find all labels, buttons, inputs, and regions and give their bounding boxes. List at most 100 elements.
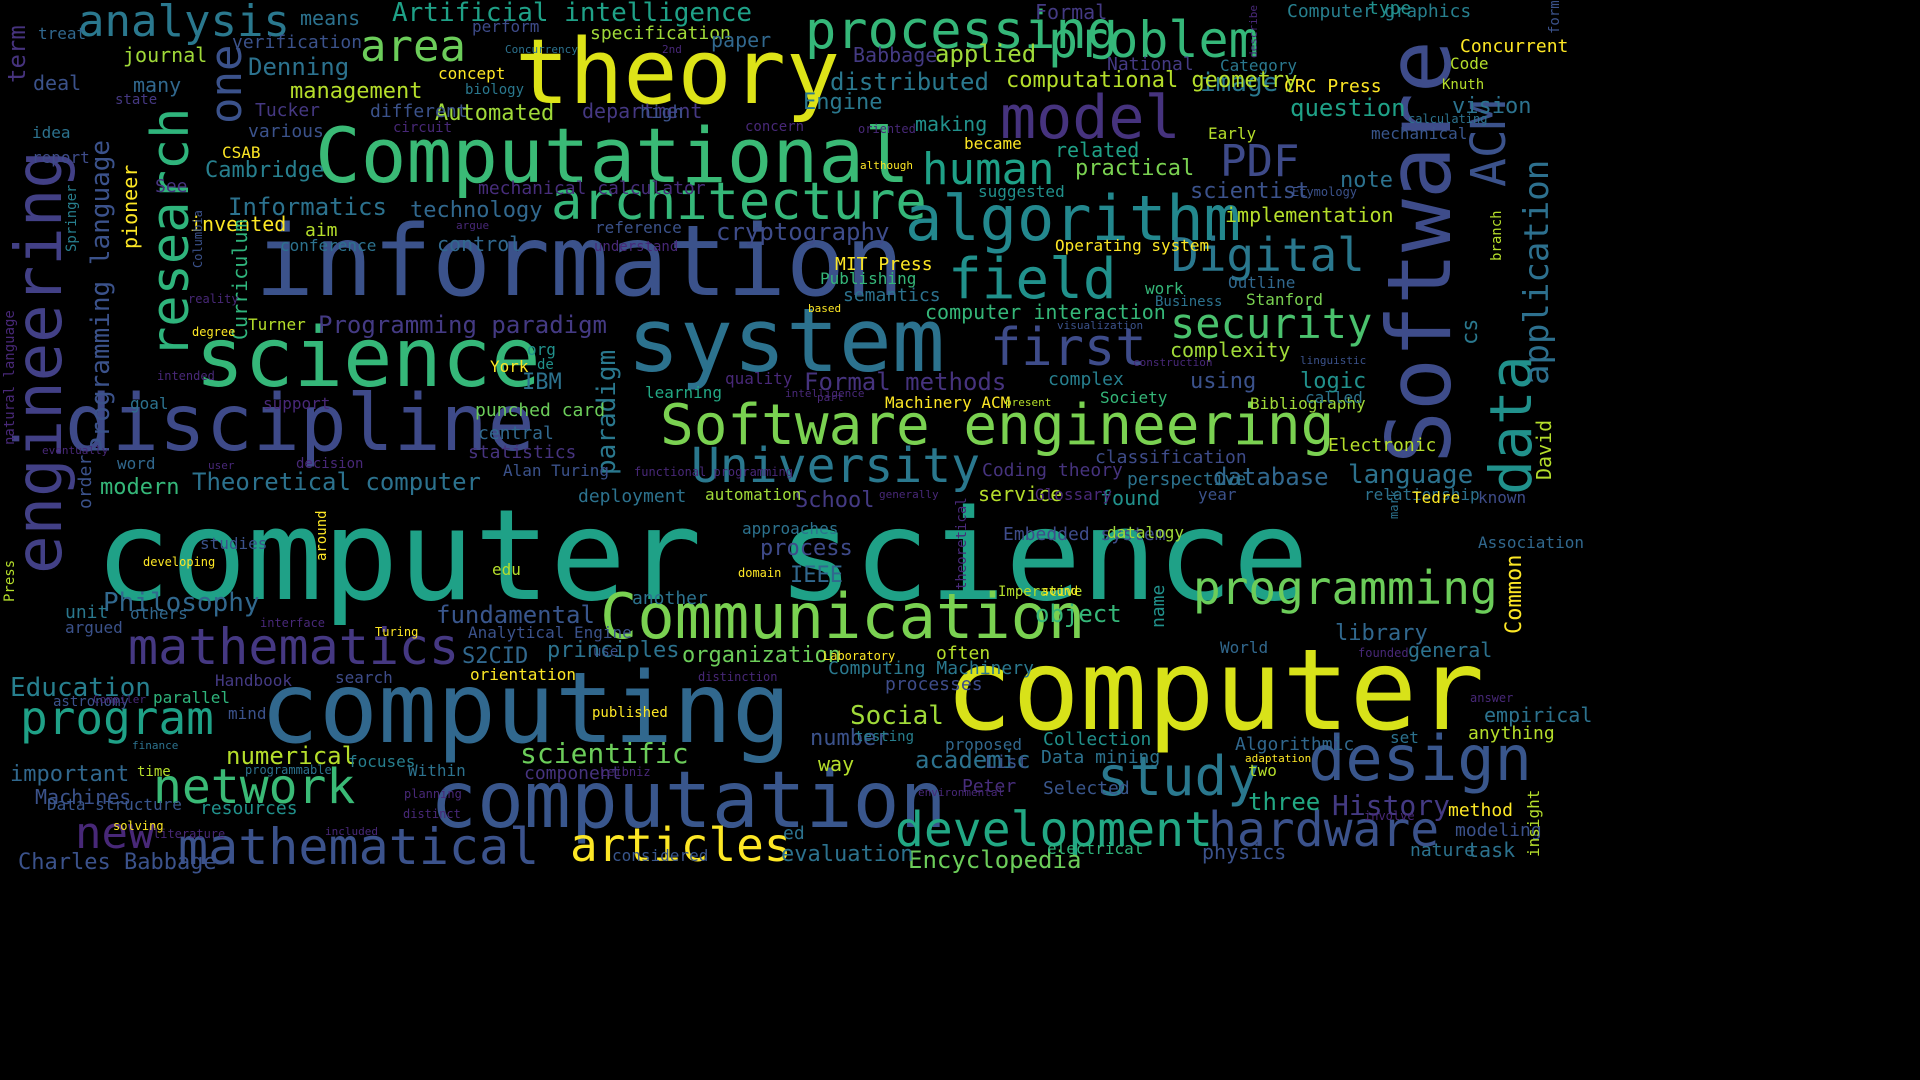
cloud-word-theoretical: theoretical xyxy=(954,497,970,590)
cloud-word-system: system xyxy=(627,289,945,392)
cloud-word-mechanical-calculator: mechanical calculator xyxy=(478,178,706,199)
cloud-word-bibliography: Bibliography xyxy=(1250,394,1366,413)
cloud-word-concurrency: Concurrency xyxy=(505,43,578,56)
cloud-word-focuses: focuses xyxy=(348,752,416,771)
cloud-word-columbia: Columbia xyxy=(191,210,205,268)
cloud-word-cambridge: Cambridge xyxy=(205,158,325,183)
cloud-word-complex: complex xyxy=(1048,369,1124,390)
cloud-word-question: question xyxy=(1290,94,1406,122)
cloud-word-datalogy: datalogy xyxy=(1107,523,1185,542)
cloud-word-nature: nature xyxy=(1410,840,1476,861)
cloud-word-three: three xyxy=(1248,788,1321,816)
cloud-word-perspective: perspective xyxy=(1127,469,1247,490)
cloud-word-automated: Automated xyxy=(435,101,555,126)
cloud-word-imperative: Imperative xyxy=(998,584,1083,600)
cloud-word-selected: Selected xyxy=(1043,778,1130,799)
cloud-word-field: field xyxy=(948,247,1117,312)
cloud-word-environmental: environmental xyxy=(918,786,1005,799)
cloud-word-known: known xyxy=(1478,488,1527,507)
cloud-word-denning: Denning xyxy=(248,53,350,81)
cloud-word-reference: reference xyxy=(595,218,682,237)
cloud-word-language: language xyxy=(1348,460,1474,490)
cloud-word-tucker: Tucker xyxy=(255,100,321,121)
cloud-word-computational: Computational xyxy=(315,111,910,200)
cloud-word-department: department xyxy=(582,99,703,123)
cloud-word-planning: planning xyxy=(404,787,462,801)
cloud-word-handbook: Handbook xyxy=(215,671,293,690)
cloud-word-complexity: complexity xyxy=(1170,338,1291,362)
cloud-word-world: World xyxy=(1220,638,1269,657)
cloud-word-proposed: proposed xyxy=(945,735,1023,754)
cloud-word-aim: aim xyxy=(305,220,338,241)
cloud-word-reality: reality xyxy=(188,292,239,306)
cloud-word-included: included xyxy=(325,825,378,838)
cloud-word-cryptography: cryptography xyxy=(716,218,890,246)
cloud-word-area: area xyxy=(360,21,466,72)
cloud-word-mechanical: mechanical xyxy=(1371,124,1468,143)
cloud-word-machines: Machines xyxy=(35,785,132,809)
cloud-word-common: Common xyxy=(1502,554,1527,634)
cloud-word-orientation: orientation xyxy=(470,665,576,684)
cloud-word-using: using xyxy=(1190,369,1257,394)
cloud-word-interface: interface xyxy=(260,616,326,630)
cloud-word-processes: processes xyxy=(885,674,983,695)
cloud-word-compiler: Compiler xyxy=(93,693,146,706)
cloud-word-crc-press: CRC Press xyxy=(1284,76,1382,97)
cloud-word-problem: problem xyxy=(1048,11,1259,69)
cloud-word-embedded-system: Embedded system xyxy=(1003,524,1166,545)
cloud-word-applied: applied xyxy=(935,40,1037,68)
cloud-word-one: one xyxy=(201,44,252,124)
cloud-word-circuit: circuit xyxy=(393,120,453,136)
cloud-word-important: important xyxy=(10,762,130,787)
cloud-word-word: word xyxy=(117,454,156,473)
cloud-word-developing: developing xyxy=(143,555,216,569)
cloud-word-algorithmic: Algorithmic xyxy=(1235,734,1355,755)
cloud-word-csab: CSAB xyxy=(222,143,261,162)
cloud-word-model: model xyxy=(1000,83,1181,153)
cloud-word-modern: modern xyxy=(100,475,180,500)
cloud-word-society: Society xyxy=(1100,388,1168,407)
cloud-word-answer: answer xyxy=(1470,691,1514,705)
cloud-word-perform: perform xyxy=(472,17,540,36)
cloud-word-part: part xyxy=(817,391,844,404)
cloud-word-method: method xyxy=(1448,800,1514,821)
cloud-word-based: based xyxy=(808,302,842,315)
cloud-word-development: development xyxy=(895,802,1213,858)
cloud-word-visualization: visualization xyxy=(1057,319,1144,332)
cloud-word-babbage: Babbage xyxy=(853,43,938,67)
cloud-word-formal-methods: Formal methods xyxy=(804,368,1007,396)
cloud-word-task: task xyxy=(1467,838,1516,862)
cloud-word-2nd: 2nd xyxy=(662,43,682,56)
cloud-word-insight: insight xyxy=(1524,789,1543,857)
cloud-word-machinery-acm: Machinery ACM xyxy=(885,393,1011,412)
cloud-word-concern: concern xyxy=(745,119,805,135)
cloud-word-making: making xyxy=(915,112,988,136)
cloud-word-deal: deal xyxy=(33,71,82,95)
cloud-word-construction: construction xyxy=(1133,356,1213,369)
cloud-word-different: different xyxy=(370,101,468,122)
cloud-word-computer-science: computer science xyxy=(95,482,1309,629)
cloud-word-process: process xyxy=(760,536,853,561)
cloud-word-design: design xyxy=(1308,722,1532,795)
cloud-word-fundamental: fundamental xyxy=(436,601,595,629)
cloud-word-mit-press: MIT Press xyxy=(835,254,933,275)
cloud-word-unit: unit xyxy=(65,602,109,623)
cloud-word-component: component xyxy=(524,763,622,784)
cloud-word-conference: conference xyxy=(280,236,377,255)
cloud-word-report: report xyxy=(32,148,90,167)
cloud-word-information: information xyxy=(255,205,905,319)
cloud-word-argue: argue xyxy=(456,219,490,232)
cloud-word-pdf: PDF xyxy=(1220,136,1300,187)
cloud-word-others: others xyxy=(130,604,188,623)
cloud-word-intended: intended xyxy=(157,369,215,383)
cloud-word-idea: idea xyxy=(32,123,71,142)
cloud-word-press: Press xyxy=(2,559,18,602)
cloud-word-goal: goal xyxy=(130,394,169,413)
cloud-word-learning: learning xyxy=(645,383,723,402)
cloud-word-knuth: Knuth xyxy=(1442,77,1485,93)
cloud-word-code: Code xyxy=(1450,54,1489,73)
cloud-word-first: first xyxy=(990,318,1147,378)
cloud-word-search: search xyxy=(335,668,393,687)
cloud-word-processing: processing xyxy=(805,1,1119,61)
cloud-word-study: study xyxy=(1097,745,1260,808)
